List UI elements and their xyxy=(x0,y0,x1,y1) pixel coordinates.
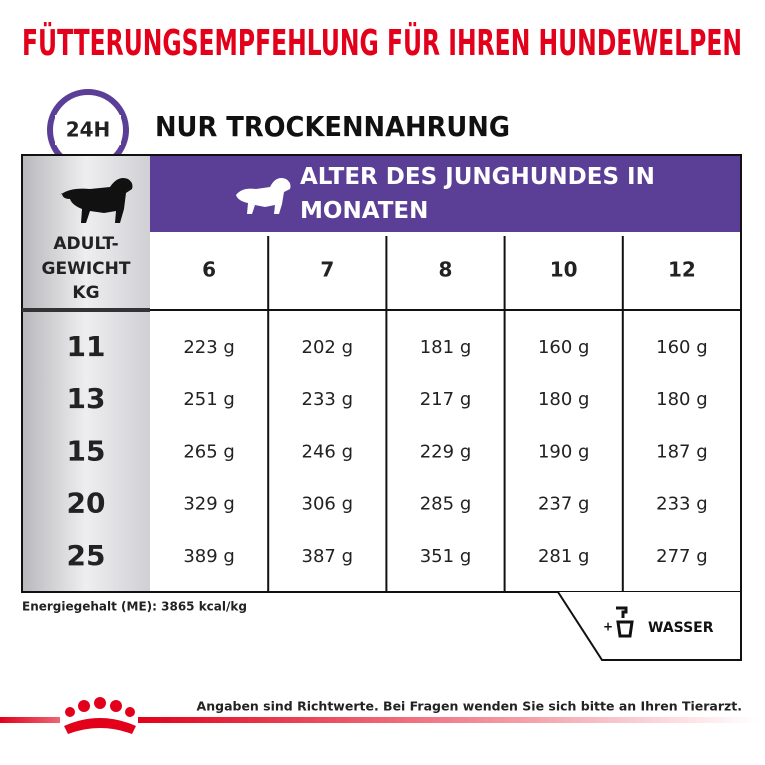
portion-cell: 351 g xyxy=(420,546,472,567)
portion-cell: 180 g xyxy=(656,389,708,410)
portion-cell: 306 g xyxy=(302,494,354,515)
weight-label: 11 xyxy=(67,330,106,363)
portion-cell: 281 g xyxy=(538,546,590,567)
table-border xyxy=(21,154,742,593)
weight-column xyxy=(22,155,150,592)
portion-cell: 265 g xyxy=(183,441,235,462)
weight-header-line: GEWICHT xyxy=(42,259,131,279)
energy-note: Energiegehalt (ME): 3865 kcal/kg xyxy=(22,600,247,614)
portion-cell: 246 g xyxy=(302,441,354,462)
weight-label: 13 xyxy=(67,382,106,415)
portion-cell: 389 g xyxy=(183,546,235,567)
plus-sign: + xyxy=(603,620,613,634)
water-box xyxy=(557,591,742,661)
portion-cell: 223 g xyxy=(183,337,235,358)
footer-line-right xyxy=(138,717,758,723)
month-label: 8 xyxy=(439,258,453,282)
month-label: 7 xyxy=(320,258,334,282)
footer-note: Angaben sind Richtwerte. Bei Fragen wend… xyxy=(197,699,742,714)
water-icon xyxy=(616,606,634,638)
portion-cell: 180 g xyxy=(538,389,590,410)
badge-bg xyxy=(55,115,121,145)
portion-cell: 217 g xyxy=(420,389,472,410)
age-header-box: ALTER DES JUNGHUNDES IN MONATEN xyxy=(300,164,655,224)
portion-cell: 160 g xyxy=(538,337,590,358)
portion-cell: 190 g xyxy=(538,441,590,462)
adult-dog-icon xyxy=(60,178,133,223)
portion-cell: 181 g xyxy=(420,337,472,358)
puppy-icon xyxy=(236,178,291,214)
weight-header-line: KG xyxy=(72,283,99,303)
month-label: 10 xyxy=(550,258,578,282)
portion-cell: 229 g xyxy=(420,441,472,462)
footer-line-left xyxy=(0,717,60,723)
age-header: ALTER DES JUNGHUNDES IN MONATEN xyxy=(300,164,655,224)
weight-header-line: ADULT- xyxy=(53,234,118,254)
weight-label: 20 xyxy=(67,487,106,520)
weight-label: 25 xyxy=(67,539,106,572)
month-label: 12 xyxy=(668,258,696,282)
badge-label: 24H xyxy=(66,118,111,142)
portion-cell: 237 g xyxy=(538,494,590,515)
portion-cell: 202 g xyxy=(302,337,354,358)
month-label: 6 xyxy=(202,258,216,282)
portion-cell: 251 g xyxy=(183,389,235,410)
portion-cell: 233 g xyxy=(302,389,354,410)
subtitle: NUR TROCKENNAHRUNG xyxy=(155,110,510,143)
portion-cell: 277 g xyxy=(656,546,708,567)
brand-crown xyxy=(64,697,136,734)
portion-cell: 233 g xyxy=(656,494,708,515)
portion-cell: 285 g xyxy=(420,494,472,515)
portion-cell: 160 g xyxy=(656,337,708,358)
portion-cell: 187 g xyxy=(656,441,708,462)
water-label: WASSER xyxy=(648,620,714,636)
portion-cell: 387 g xyxy=(302,546,354,567)
weight-label: 15 xyxy=(67,434,106,467)
portion-cell: 329 g xyxy=(183,494,235,515)
title: FÜTTERUNGSEMPFEHLUNG FÜR IHREN HUNDEWELP… xyxy=(22,22,742,64)
